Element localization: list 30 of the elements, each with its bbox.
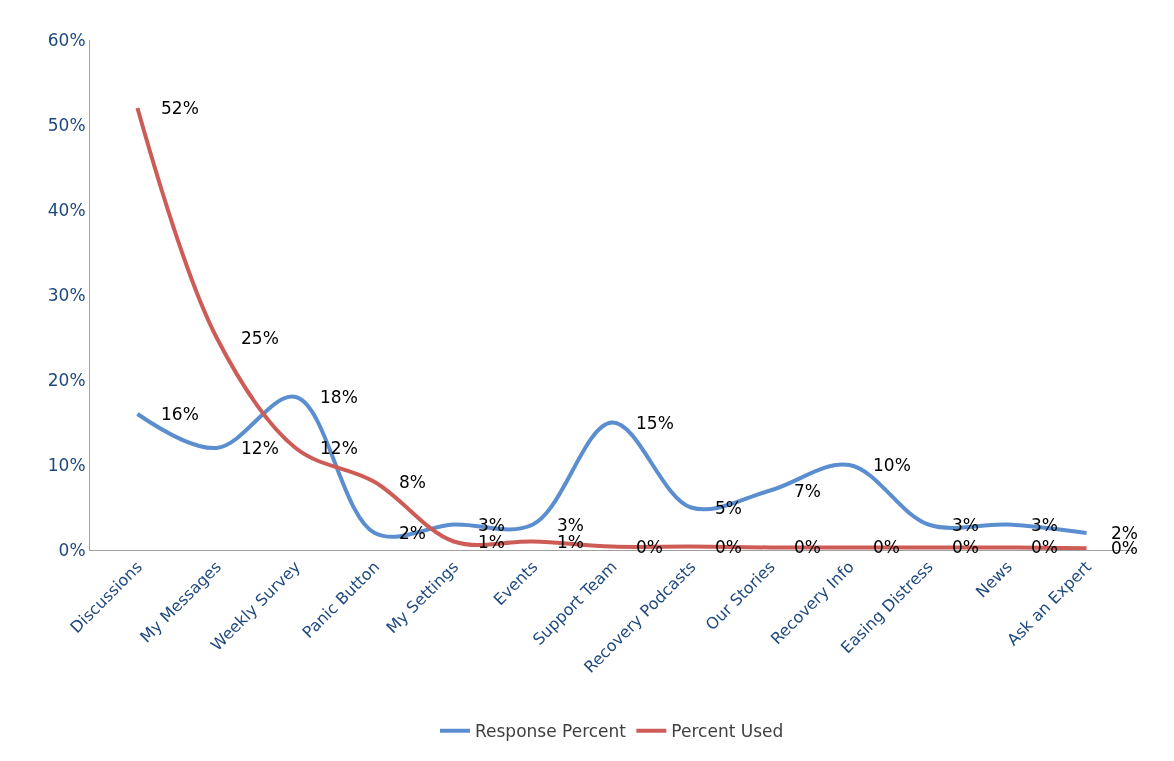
y-tick-label: 20%: [47, 369, 86, 390]
data-label: 0%: [1111, 538, 1138, 558]
y-tick-label: 40%: [47, 199, 86, 220]
data-label: 1%: [478, 532, 505, 552]
data-label: 1%: [557, 532, 584, 552]
y-tick-label: 10%: [47, 454, 86, 475]
y-tick-label: 50%: [47, 114, 86, 135]
data-label: 0%: [1031, 537, 1058, 557]
y-tick-label: 30%: [47, 284, 86, 305]
data-label: 3%: [557, 515, 584, 535]
y-tick-label: 60%: [47, 29, 86, 50]
data-label: 52%: [161, 98, 199, 118]
data-label: 12%: [241, 438, 279, 458]
data-label: 10%: [873, 455, 911, 475]
y-tick-label: 0%: [58, 539, 86, 560]
data-label: 0%: [715, 537, 742, 557]
data-label: 18%: [320, 387, 358, 407]
data-label: 7%: [794, 481, 821, 501]
data-label: 0%: [952, 537, 979, 557]
data-label: 8%: [399, 472, 426, 492]
data-label: 0%: [794, 537, 821, 557]
data-label: 2%: [399, 523, 426, 543]
data-label: 16%: [161, 404, 199, 424]
legend-label: Percent Used: [671, 721, 784, 742]
data-label: 3%: [952, 515, 979, 535]
data-label: 0%: [636, 537, 663, 557]
data-label: 0%: [873, 537, 900, 557]
data-label: 15%: [636, 413, 674, 433]
data-label: 25%: [241, 328, 279, 348]
legend-label: Response Percent: [475, 721, 627, 742]
